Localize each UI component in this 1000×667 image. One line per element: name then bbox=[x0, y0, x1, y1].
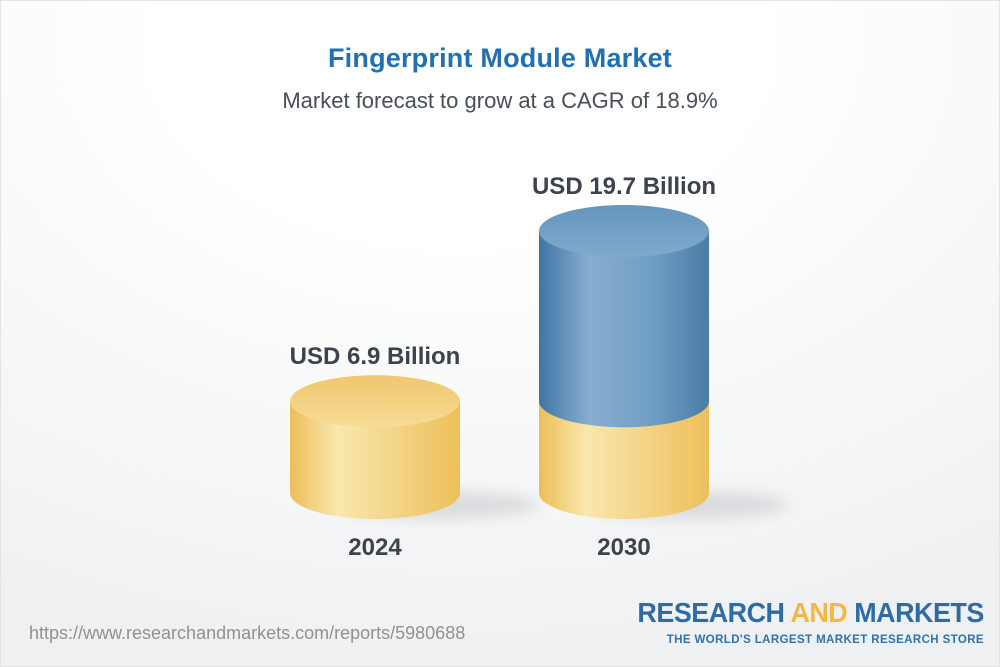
logo-tagline: THE WORLD'S LARGEST MARKET RESEARCH STOR… bbox=[666, 634, 984, 646]
bar-2030-growth-segment bbox=[539, 230, 709, 428]
bar-2030-base-segment bbox=[539, 401, 709, 519]
chart-subtitle: Market forecast to grow at a CAGR of 18.… bbox=[282, 88, 718, 113]
bar-2024-cylinder-top bbox=[290, 375, 460, 428]
research-and-markets-logo: RESEARCH AND MARKETS THE WORLD'S LARGEST… bbox=[623, 597, 985, 647]
bar-2024-cylinder bbox=[290, 401, 460, 519]
bar-2030-cylinder-top bbox=[539, 204, 709, 257]
chart-title: Fingerprint Module Market bbox=[327, 43, 673, 73]
logo-wordmark: RESEARCH AND MARKETS bbox=[637, 597, 985, 628]
bar-2024-value-label: USD 6.9 Billion bbox=[289, 343, 461, 371]
report-url: https://www.researchandmarkets.com/repor… bbox=[29, 623, 466, 643]
x-tick-2024: 2024 bbox=[348, 534, 402, 561]
x-tick-2030: 2030 bbox=[597, 534, 651, 561]
logo-word-and: AND bbox=[790, 597, 848, 628]
logo-word-markets: MARKETS bbox=[854, 597, 984, 628]
logo-word-research: RESEARCH bbox=[637, 597, 785, 628]
bar-2030-value-label: USD 19.7 Billion bbox=[531, 172, 717, 200]
